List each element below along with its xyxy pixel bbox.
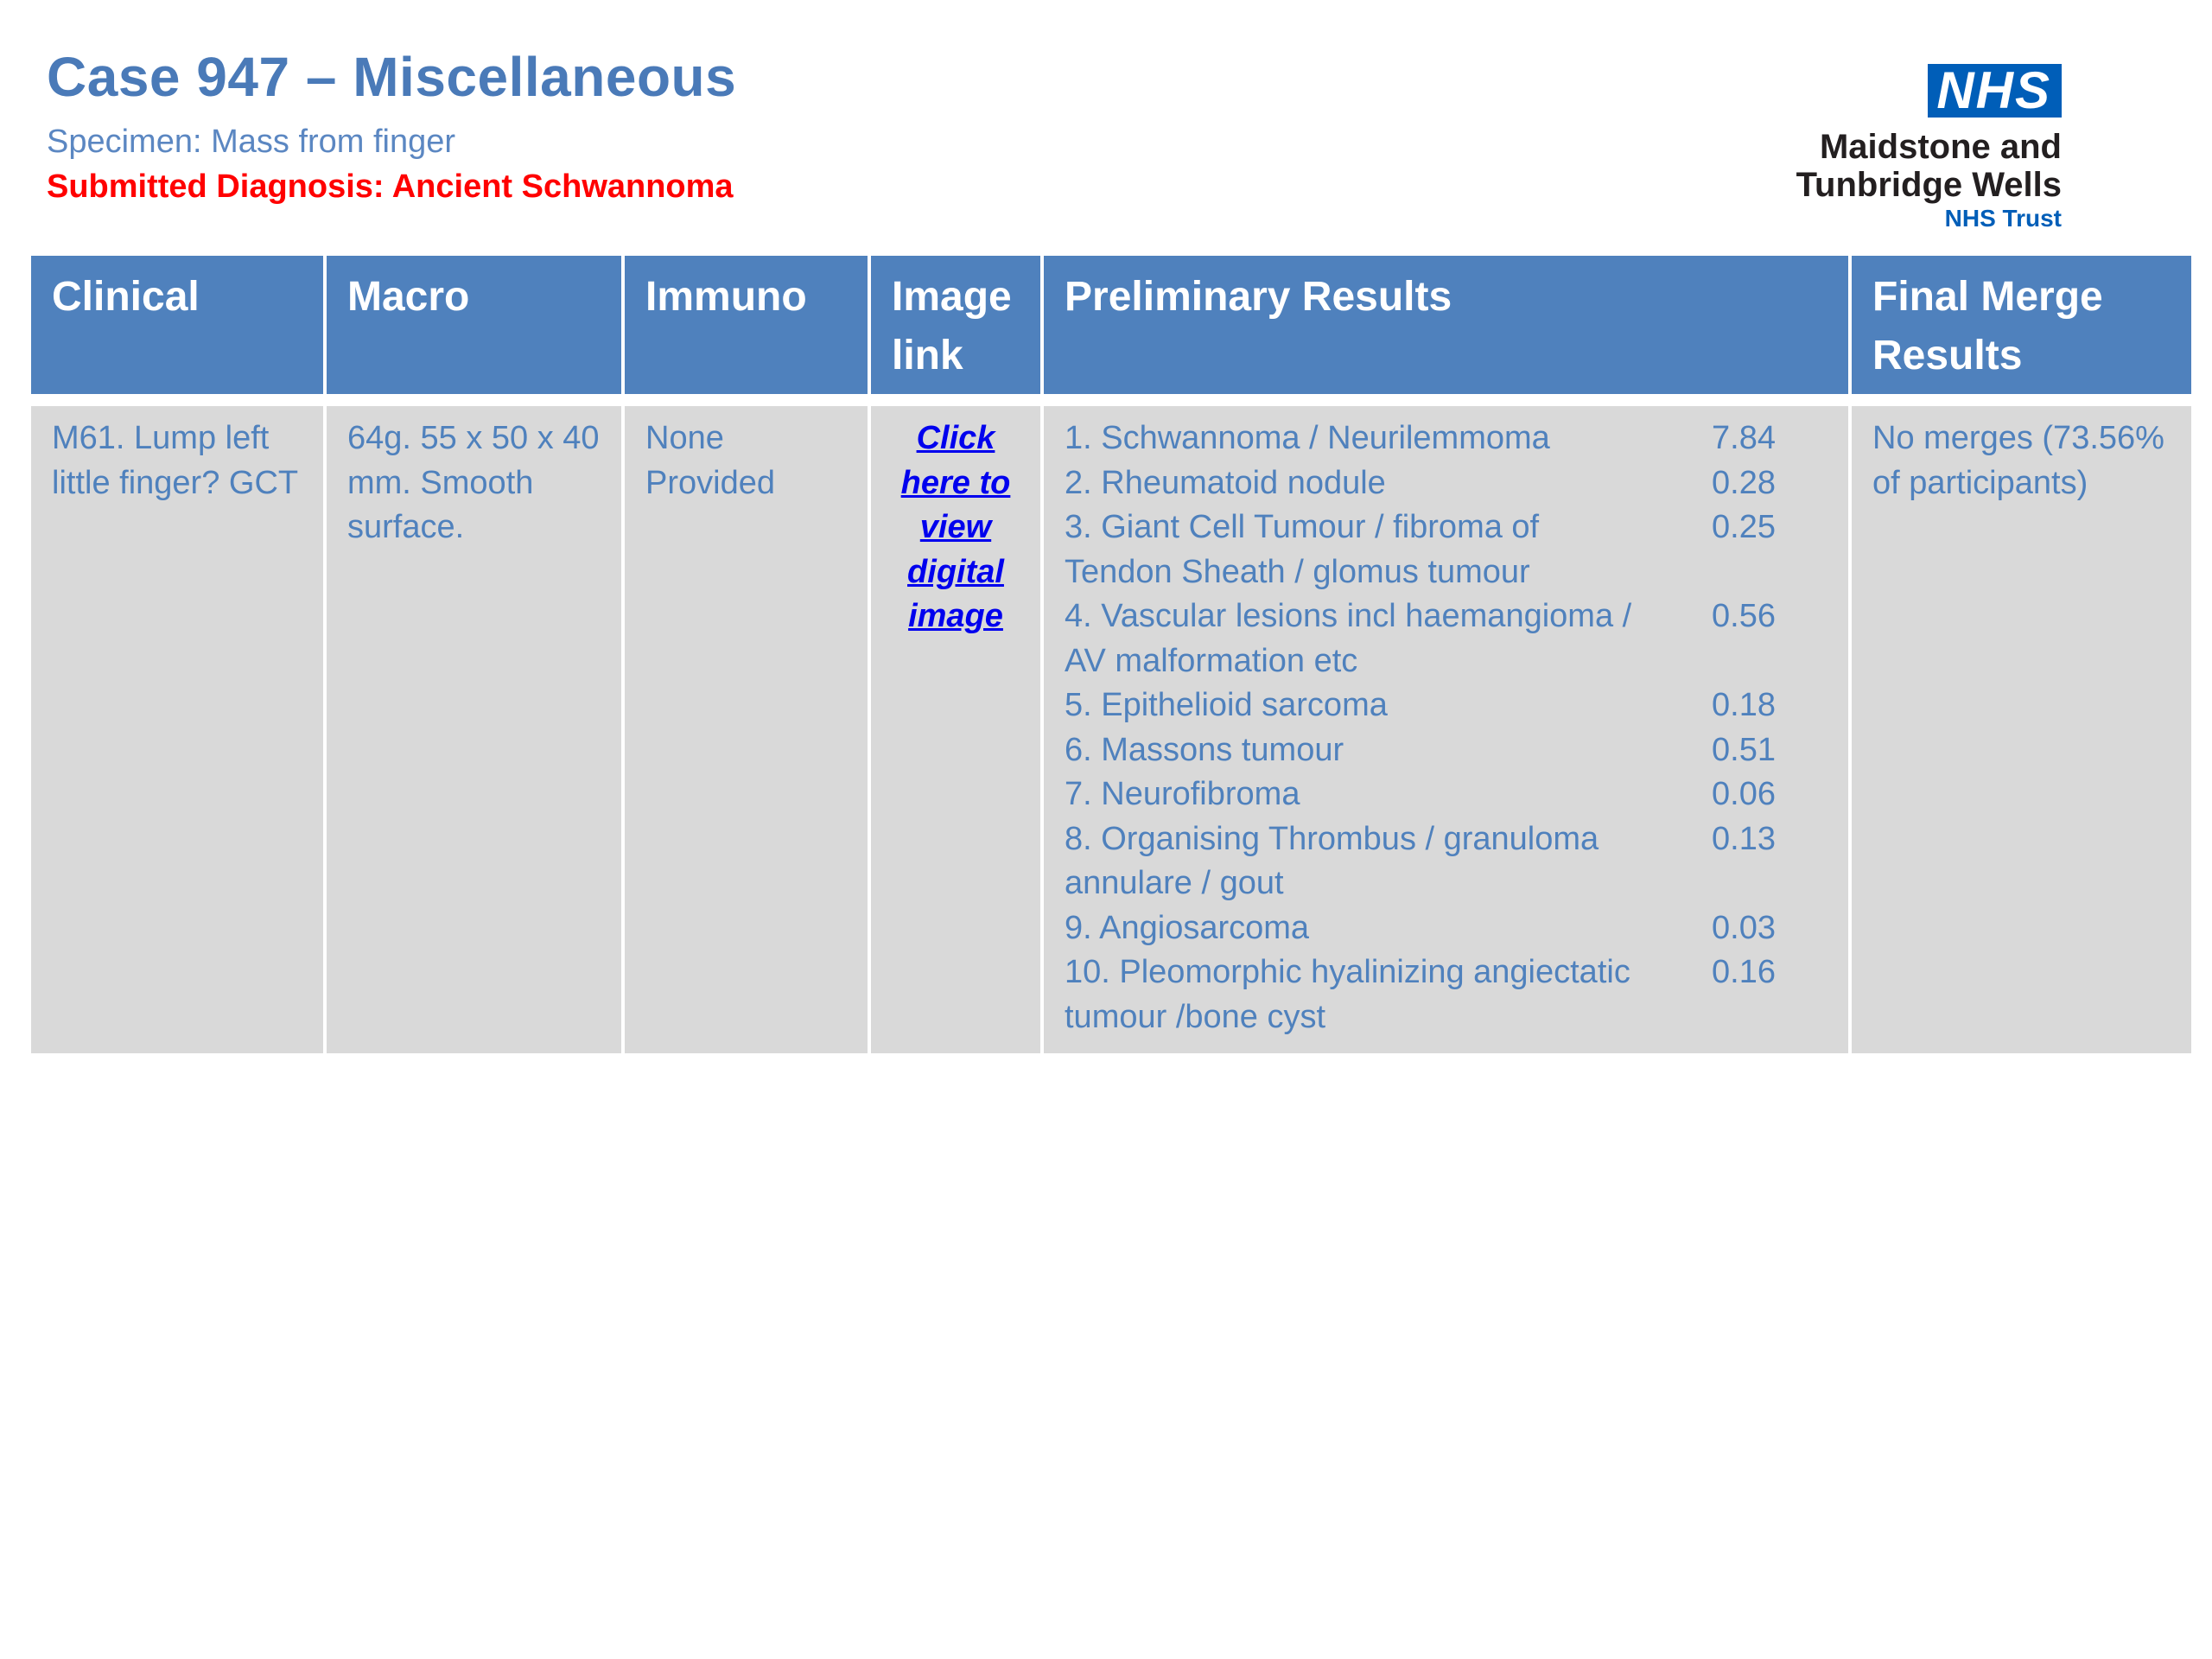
diagnosis-score: 0.16 bbox=[1712, 954, 1776, 990]
preliminary-results-list: 1. Schwannoma / Neurilemmoma 7.84 2. Rheum… bbox=[1065, 416, 1827, 1039]
nhs-logo-mark: NHS bbox=[1928, 64, 2062, 118]
nhs-trust-logo: NHS Maidstone and Tunbridge Wells NHS Tr… bbox=[1699, 64, 2062, 233]
header-preliminary-results: Preliminary Results bbox=[1040, 256, 1852, 406]
diagnosis-score: 0.51 bbox=[1712, 731, 1776, 768]
diagnosis-score: 0.06 bbox=[1712, 776, 1776, 812]
org-name-line1: Maidstone and bbox=[1819, 128, 2062, 166]
header-clinical: Clinical bbox=[31, 256, 327, 406]
diagnosis-score: 0.25 bbox=[1712, 509, 1776, 545]
diagnosis-score: 0.13 bbox=[1712, 820, 1776, 857]
list-item: 1. Schwannoma / Neurilemmoma 7.84 bbox=[1065, 416, 1827, 461]
list-item: 10. Pleomorphic hyalinizing angiectatic … bbox=[1065, 950, 1827, 1039]
view-digital-image-link[interactable]: Click here to view digital image bbox=[900, 420, 1011, 634]
clinical-cell: M61. Lump left little finger? GCT bbox=[31, 400, 327, 1053]
table-row: M61. Lump left little finger? GCT 64g. 5… bbox=[31, 400, 2191, 1053]
diagnosis-score: 7.84 bbox=[1712, 420, 1776, 456]
list-item: 5. Epithelioid sarcoma 0.18 bbox=[1065, 683, 1827, 728]
diagnosis-label: 5. Epithelioid sarcoma bbox=[1065, 687, 1388, 723]
list-item: 9. Angiosarcoma 0.03 bbox=[1065, 906, 1827, 951]
diagnosis-label: 2. Rheumatoid nodule bbox=[1065, 464, 1386, 501]
submitted-diagnosis: Submitted Diagnosis: Ancient Schwannoma bbox=[47, 168, 734, 205]
diagnosis-score: 0.56 bbox=[1712, 598, 1776, 634]
diagnosis-label: 7. Neurofibroma bbox=[1065, 776, 1300, 812]
list-item: 3. Giant Cell Tumour / fibroma of Tendon… bbox=[1065, 505, 1827, 594]
org-name-line2: Tunbridge Wells bbox=[1796, 166, 2062, 204]
diagnosis-score: 0.18 bbox=[1712, 687, 1776, 723]
diagnosis-label: 1. Schwannoma / Neurilemmoma bbox=[1065, 420, 1550, 456]
diagnosis-score: 0.03 bbox=[1712, 909, 1776, 946]
diagnosis-score: 0.28 bbox=[1712, 464, 1776, 501]
image-link-cell: Click here to view digital image bbox=[868, 400, 1044, 1053]
preliminary-results-cell: 1. Schwannoma / Neurilemmoma 7.84 2. Rheum… bbox=[1040, 400, 1852, 1053]
table-header-row: Clinical Macro Immuno Image link Prelimi… bbox=[31, 256, 2191, 406]
diagnosis-label: 3. Giant Cell Tumour / fibroma of Tendon… bbox=[1065, 509, 1540, 590]
header-macro: Macro bbox=[323, 256, 625, 406]
diagnosis-label: 9. Angiosarcoma bbox=[1065, 909, 1310, 946]
header-immuno: Immuno bbox=[621, 256, 871, 406]
header-image-link: Image link bbox=[868, 256, 1044, 406]
macro-cell: 64g. 55 x 50 x 40 mm. Smooth surface. bbox=[323, 400, 625, 1053]
list-item: 2. Rheumatoid nodule 0.28 bbox=[1065, 461, 1827, 506]
diagnosis-label: 10. Pleomorphic hyalinizing angiectatic … bbox=[1065, 954, 1630, 1035]
list-item: 7. Neurofibroma 0.06 bbox=[1065, 772, 1827, 817]
case-title: Case 947 – Miscellaneous bbox=[47, 46, 737, 108]
trust-label: NHS Trust bbox=[1944, 205, 2062, 232]
list-item: 8. Organising Thrombus / granuloma annul… bbox=[1065, 817, 1827, 906]
final-merge-cell: No merges (73.56% of participants) bbox=[1848, 400, 2191, 1053]
diagnosis-label: 4. Vascular lesions incl haemangioma / A… bbox=[1065, 598, 1632, 679]
header-final-merge-results: Final Merge Results bbox=[1848, 256, 2191, 406]
case-header: Case 947 – Miscellaneous Specimen: Mass … bbox=[47, 47, 1602, 207]
specimen-label: Specimen: Mass from finger bbox=[47, 124, 456, 161]
diagnosis-label: 8. Organising Thrombus / granuloma annul… bbox=[1065, 820, 1599, 902]
immuno-cell: None Provided bbox=[621, 400, 871, 1053]
case-results-table: Clinical Macro Immuno Image link Prelimi… bbox=[31, 256, 2191, 1053]
list-item: 6. Massons tumour 0.51 bbox=[1065, 728, 1827, 773]
list-item: 4. Vascular lesions incl haemangioma / A… bbox=[1065, 594, 1827, 683]
diagnosis-label: 6. Massons tumour bbox=[1065, 731, 1344, 768]
